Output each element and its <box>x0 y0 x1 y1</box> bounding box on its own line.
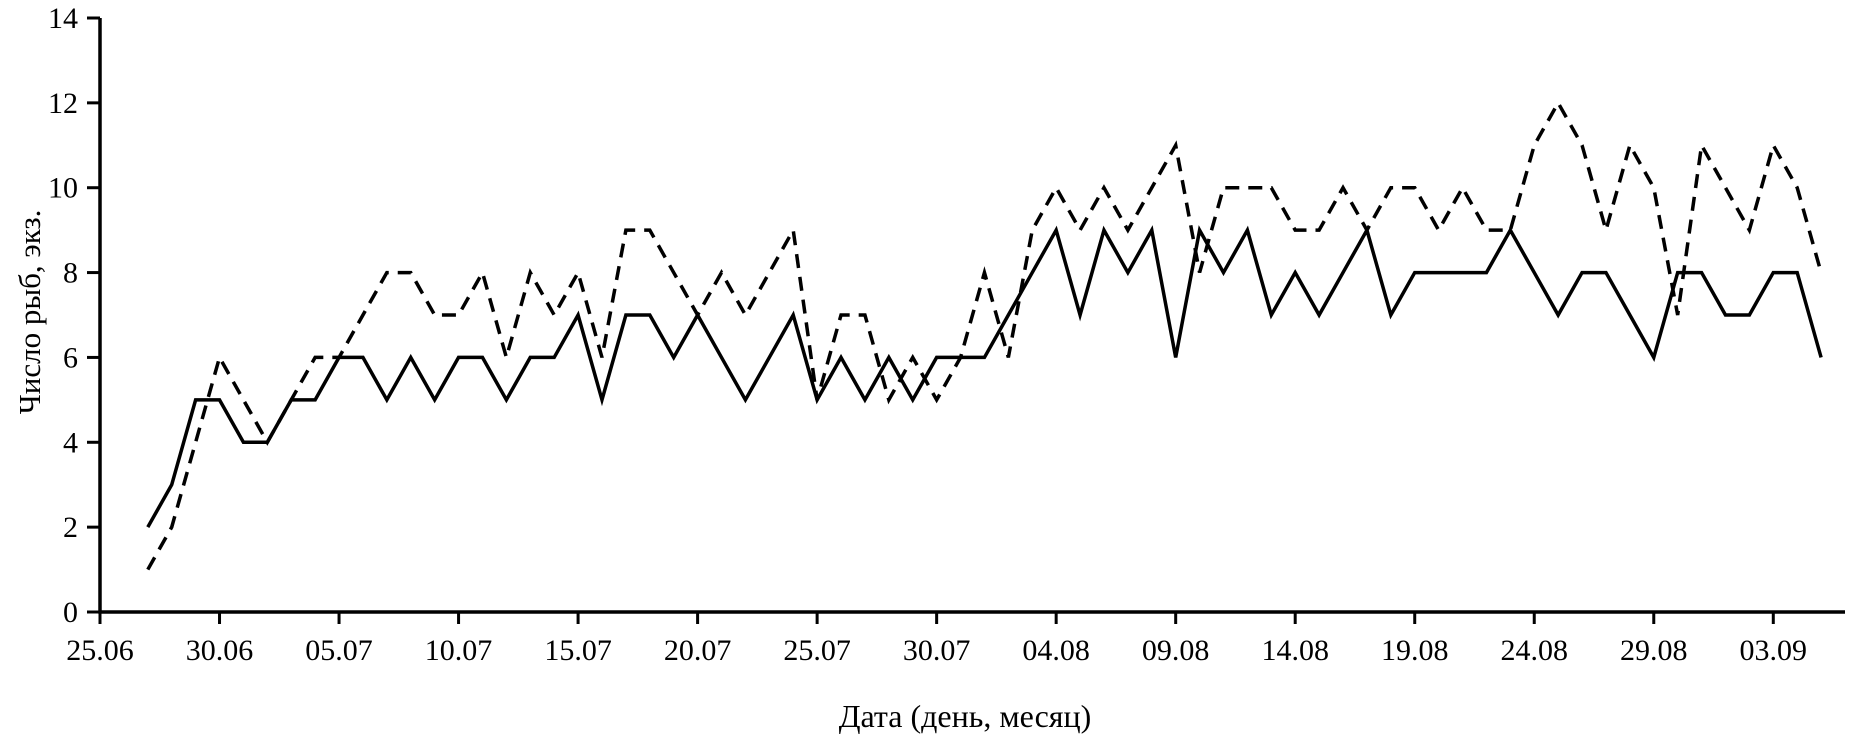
y-tick-label: 10 <box>48 172 78 205</box>
y-tick-label: 12 <box>48 87 78 120</box>
x-tick-label: 25.07 <box>783 634 851 667</box>
x-tick-label: 24.08 <box>1500 634 1568 667</box>
y-axis-title: Число рыб, экз. <box>12 209 47 415</box>
series-dashed-line <box>146 99 1823 571</box>
x-tick-label: 25.06 <box>66 634 134 667</box>
x-tick-label: 29.08 <box>1620 634 1688 667</box>
x-tick-label: 30.07 <box>903 634 971 667</box>
x-tick-label: 04.08 <box>1022 634 1090 667</box>
x-tick-label: 14.08 <box>1261 634 1329 667</box>
x-tick-label: 03.09 <box>1740 634 1808 667</box>
y-tick-label: 0 <box>63 596 78 629</box>
y-tick-label: 14 <box>48 2 78 35</box>
series-solid-line <box>146 225 1823 529</box>
x-tick-label: 10.07 <box>425 634 493 667</box>
x-tick-label: 15.07 <box>544 634 612 667</box>
x-tick-label: 19.08 <box>1381 634 1449 667</box>
x-tick-label: 05.07 <box>305 634 373 667</box>
y-tick-label: 8 <box>63 257 78 290</box>
x-tick-label: 09.08 <box>1142 634 1210 667</box>
x-axis-title: Дата (день, месяц) <box>838 698 1092 734</box>
y-tick-label: 4 <box>63 426 78 459</box>
y-tick-label: 2 <box>63 511 78 544</box>
x-tick-label: 30.06 <box>186 634 254 667</box>
y-tick-label: 6 <box>63 341 78 374</box>
x-tick-label: 20.07 <box>664 634 732 667</box>
